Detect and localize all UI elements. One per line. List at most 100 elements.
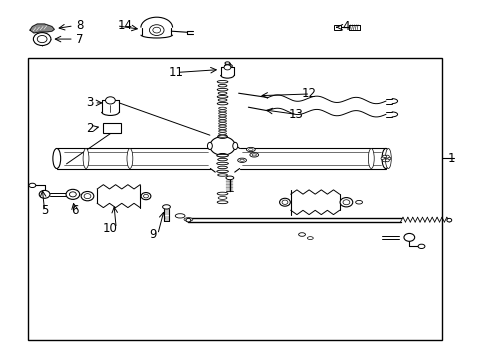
Circle shape	[342, 200, 349, 205]
Ellipse shape	[218, 115, 226, 117]
Circle shape	[105, 97, 115, 104]
Ellipse shape	[218, 132, 226, 135]
Ellipse shape	[39, 190, 50, 198]
Ellipse shape	[249, 153, 258, 157]
Ellipse shape	[355, 201, 362, 204]
Ellipse shape	[217, 135, 227, 138]
Ellipse shape	[367, 148, 373, 168]
Text: 2: 2	[86, 122, 93, 135]
Polygon shape	[30, 24, 54, 33]
Circle shape	[386, 157, 390, 160]
Ellipse shape	[218, 92, 226, 94]
Ellipse shape	[237, 158, 246, 162]
Circle shape	[149, 25, 163, 36]
Circle shape	[282, 200, 287, 204]
Ellipse shape	[53, 148, 61, 168]
Ellipse shape	[417, 244, 424, 248]
Text: 14: 14	[118, 19, 132, 32]
Ellipse shape	[240, 159, 244, 161]
Ellipse shape	[232, 142, 237, 149]
Text: 10: 10	[103, 222, 118, 235]
Text: 6: 6	[71, 204, 79, 217]
Ellipse shape	[218, 127, 226, 130]
Text: 7: 7	[76, 32, 83, 46]
Circle shape	[209, 136, 235, 155]
Ellipse shape	[217, 88, 227, 91]
Circle shape	[385, 155, 388, 158]
Ellipse shape	[218, 117, 226, 120]
Ellipse shape	[218, 107, 226, 109]
Text: 11: 11	[168, 66, 183, 79]
Ellipse shape	[218, 120, 226, 122]
Circle shape	[380, 157, 384, 160]
Circle shape	[339, 198, 352, 207]
Bar	[102, 123, 121, 133]
Bar	[27, 58, 441, 339]
Text: 8: 8	[76, 19, 83, 32]
Circle shape	[141, 193, 151, 200]
Ellipse shape	[217, 174, 227, 176]
Circle shape	[225, 64, 230, 68]
Ellipse shape	[29, 183, 36, 188]
Ellipse shape	[217, 201, 227, 204]
Ellipse shape	[185, 219, 190, 222]
Ellipse shape	[216, 162, 228, 165]
Ellipse shape	[216, 170, 228, 173]
Text: 5: 5	[41, 204, 48, 217]
Text: 13: 13	[288, 108, 303, 121]
Ellipse shape	[217, 102, 227, 105]
Ellipse shape	[83, 148, 89, 168]
Ellipse shape	[218, 112, 226, 114]
Text: 1: 1	[447, 152, 454, 165]
Ellipse shape	[217, 95, 227, 98]
Circle shape	[33, 33, 51, 45]
Ellipse shape	[162, 205, 170, 209]
Ellipse shape	[207, 142, 212, 149]
Circle shape	[81, 192, 94, 201]
Text: 9: 9	[149, 228, 157, 241]
Circle shape	[69, 192, 76, 197]
Circle shape	[382, 155, 386, 158]
Circle shape	[143, 194, 148, 198]
Ellipse shape	[403, 233, 414, 241]
Text: 3: 3	[86, 96, 93, 109]
Ellipse shape	[307, 237, 313, 239]
Ellipse shape	[225, 176, 233, 180]
Ellipse shape	[381, 148, 389, 168]
Ellipse shape	[218, 99, 226, 101]
Ellipse shape	[217, 158, 227, 161]
Circle shape	[84, 194, 91, 199]
Ellipse shape	[217, 192, 227, 195]
Ellipse shape	[248, 148, 252, 150]
Ellipse shape	[218, 122, 226, 125]
Ellipse shape	[218, 130, 226, 132]
Bar	[333, 25, 340, 30]
Ellipse shape	[224, 64, 232, 68]
Ellipse shape	[298, 233, 305, 236]
Ellipse shape	[251, 154, 256, 156]
Circle shape	[224, 65, 230, 70]
Ellipse shape	[218, 85, 226, 87]
Ellipse shape	[175, 214, 184, 218]
Circle shape	[382, 159, 386, 162]
Text: 4: 4	[341, 20, 349, 33]
Ellipse shape	[216, 154, 228, 157]
Ellipse shape	[224, 62, 229, 64]
Ellipse shape	[217, 153, 227, 157]
Ellipse shape	[218, 135, 226, 137]
Text: 12: 12	[302, 87, 316, 100]
Circle shape	[385, 159, 388, 162]
Ellipse shape	[217, 81, 227, 83]
Ellipse shape	[127, 148, 133, 168]
Ellipse shape	[385, 148, 390, 168]
Circle shape	[66, 189, 80, 199]
Circle shape	[153, 27, 160, 33]
Ellipse shape	[218, 197, 226, 199]
Circle shape	[37, 36, 47, 42]
Ellipse shape	[246, 147, 255, 152]
Circle shape	[279, 198, 290, 206]
Ellipse shape	[183, 218, 192, 221]
Ellipse shape	[218, 125, 226, 127]
Ellipse shape	[218, 110, 226, 112]
Ellipse shape	[446, 219, 451, 222]
